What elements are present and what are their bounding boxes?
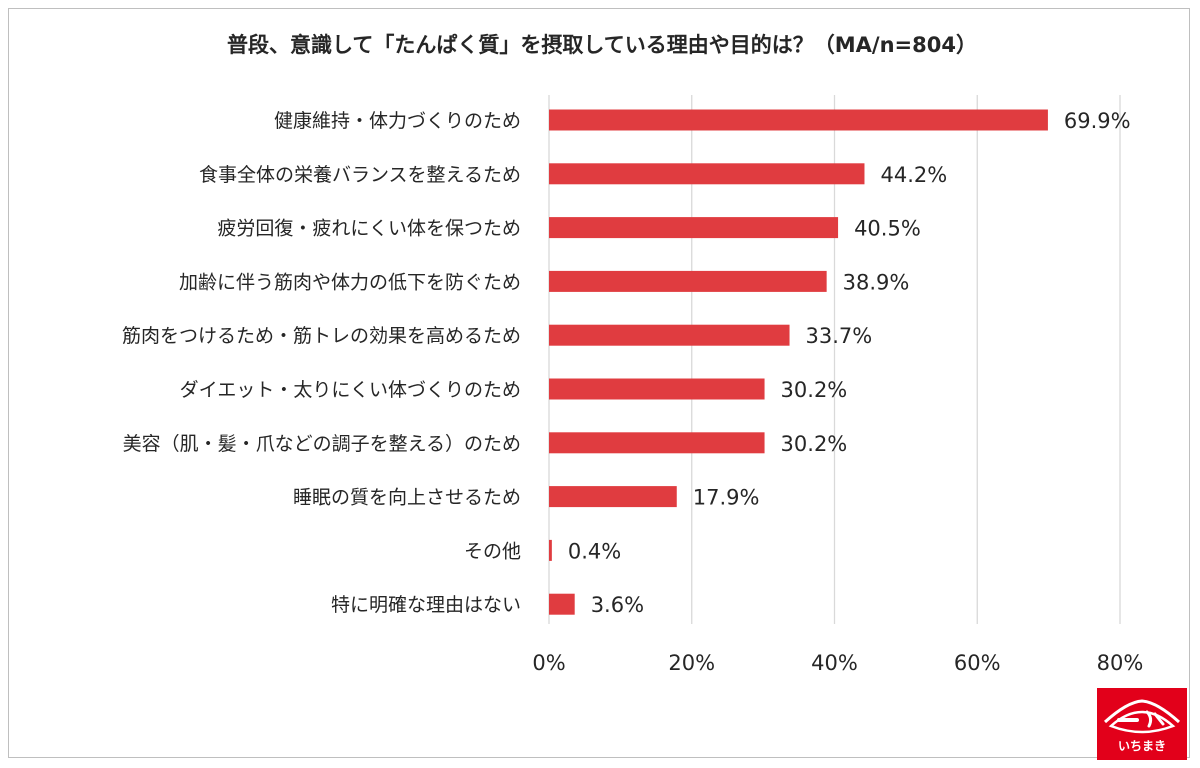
bar xyxy=(549,378,765,400)
bar xyxy=(549,109,1048,131)
value-label: 30.2% xyxy=(781,432,848,456)
x-tick-label: 60% xyxy=(954,651,1001,675)
bar xyxy=(549,324,790,346)
category-label: ダイエット・太りにくい体づくりのため xyxy=(180,379,521,401)
value-label: 38.9% xyxy=(843,270,910,294)
x-tick-labels: 0% 20% 40% 60% 80% xyxy=(532,651,1143,675)
value-label: 17.9% xyxy=(693,486,760,510)
category-label: 特に明確な理由はない xyxy=(331,594,521,616)
chart-title: 普段、意識して「たんぱく質」を摂取している理由や目的は？（MA/n=804） xyxy=(227,33,977,57)
category-label: 加齢に伴う筋肉や体力の低下を防ぐため xyxy=(179,271,521,293)
bar xyxy=(549,217,839,239)
bar xyxy=(549,593,575,615)
category-label: 美容（肌・髪・爪などの調子を整える）のため xyxy=(123,433,521,455)
bar xyxy=(549,163,865,185)
x-tick-label: 20% xyxy=(668,651,715,675)
logo-text: いちまき xyxy=(1118,739,1166,753)
value-label: 44.2% xyxy=(880,163,947,187)
x-tick-label: 40% xyxy=(811,651,858,675)
brand-logo: いちまき xyxy=(1097,688,1187,760)
value-label: 69.9% xyxy=(1064,109,1131,133)
category-label: 食事全体の栄養バランスを整えるため xyxy=(199,164,521,186)
category-label: 疲労回復・疲れにくい体を保つため xyxy=(217,218,521,240)
bar xyxy=(549,270,827,292)
value-label: 40.5% xyxy=(854,217,921,241)
category-label: その他 xyxy=(464,540,521,562)
category-label: 健康維持・体力づくりのため xyxy=(274,110,521,132)
value-label: 30.2% xyxy=(781,378,848,402)
value-label: 0.4% xyxy=(568,539,621,563)
category-labels: 健康維持・体力づくりのため食事全体の栄養バランスを整えるため疲労回復・疲れにくい… xyxy=(122,110,521,616)
category-label: 筋肉をつけるため・筋トレの効果を高めるため xyxy=(122,325,521,347)
x-tick-label: 80% xyxy=(1097,651,1144,675)
value-labels: 69.9% 44.2% 40.5% 38.9% 33.7% 30.2% 30.2% 17.9%… xyxy=(568,109,1131,617)
bar xyxy=(549,539,552,561)
x-tick-label: 0% xyxy=(532,651,565,675)
bar xyxy=(549,432,765,454)
value-label: 33.7% xyxy=(806,324,873,348)
bars xyxy=(549,109,1048,615)
bar xyxy=(549,486,677,508)
category-label: 睡眠の質を向上させるため xyxy=(293,487,521,509)
value-label: 3.6% xyxy=(591,593,644,617)
